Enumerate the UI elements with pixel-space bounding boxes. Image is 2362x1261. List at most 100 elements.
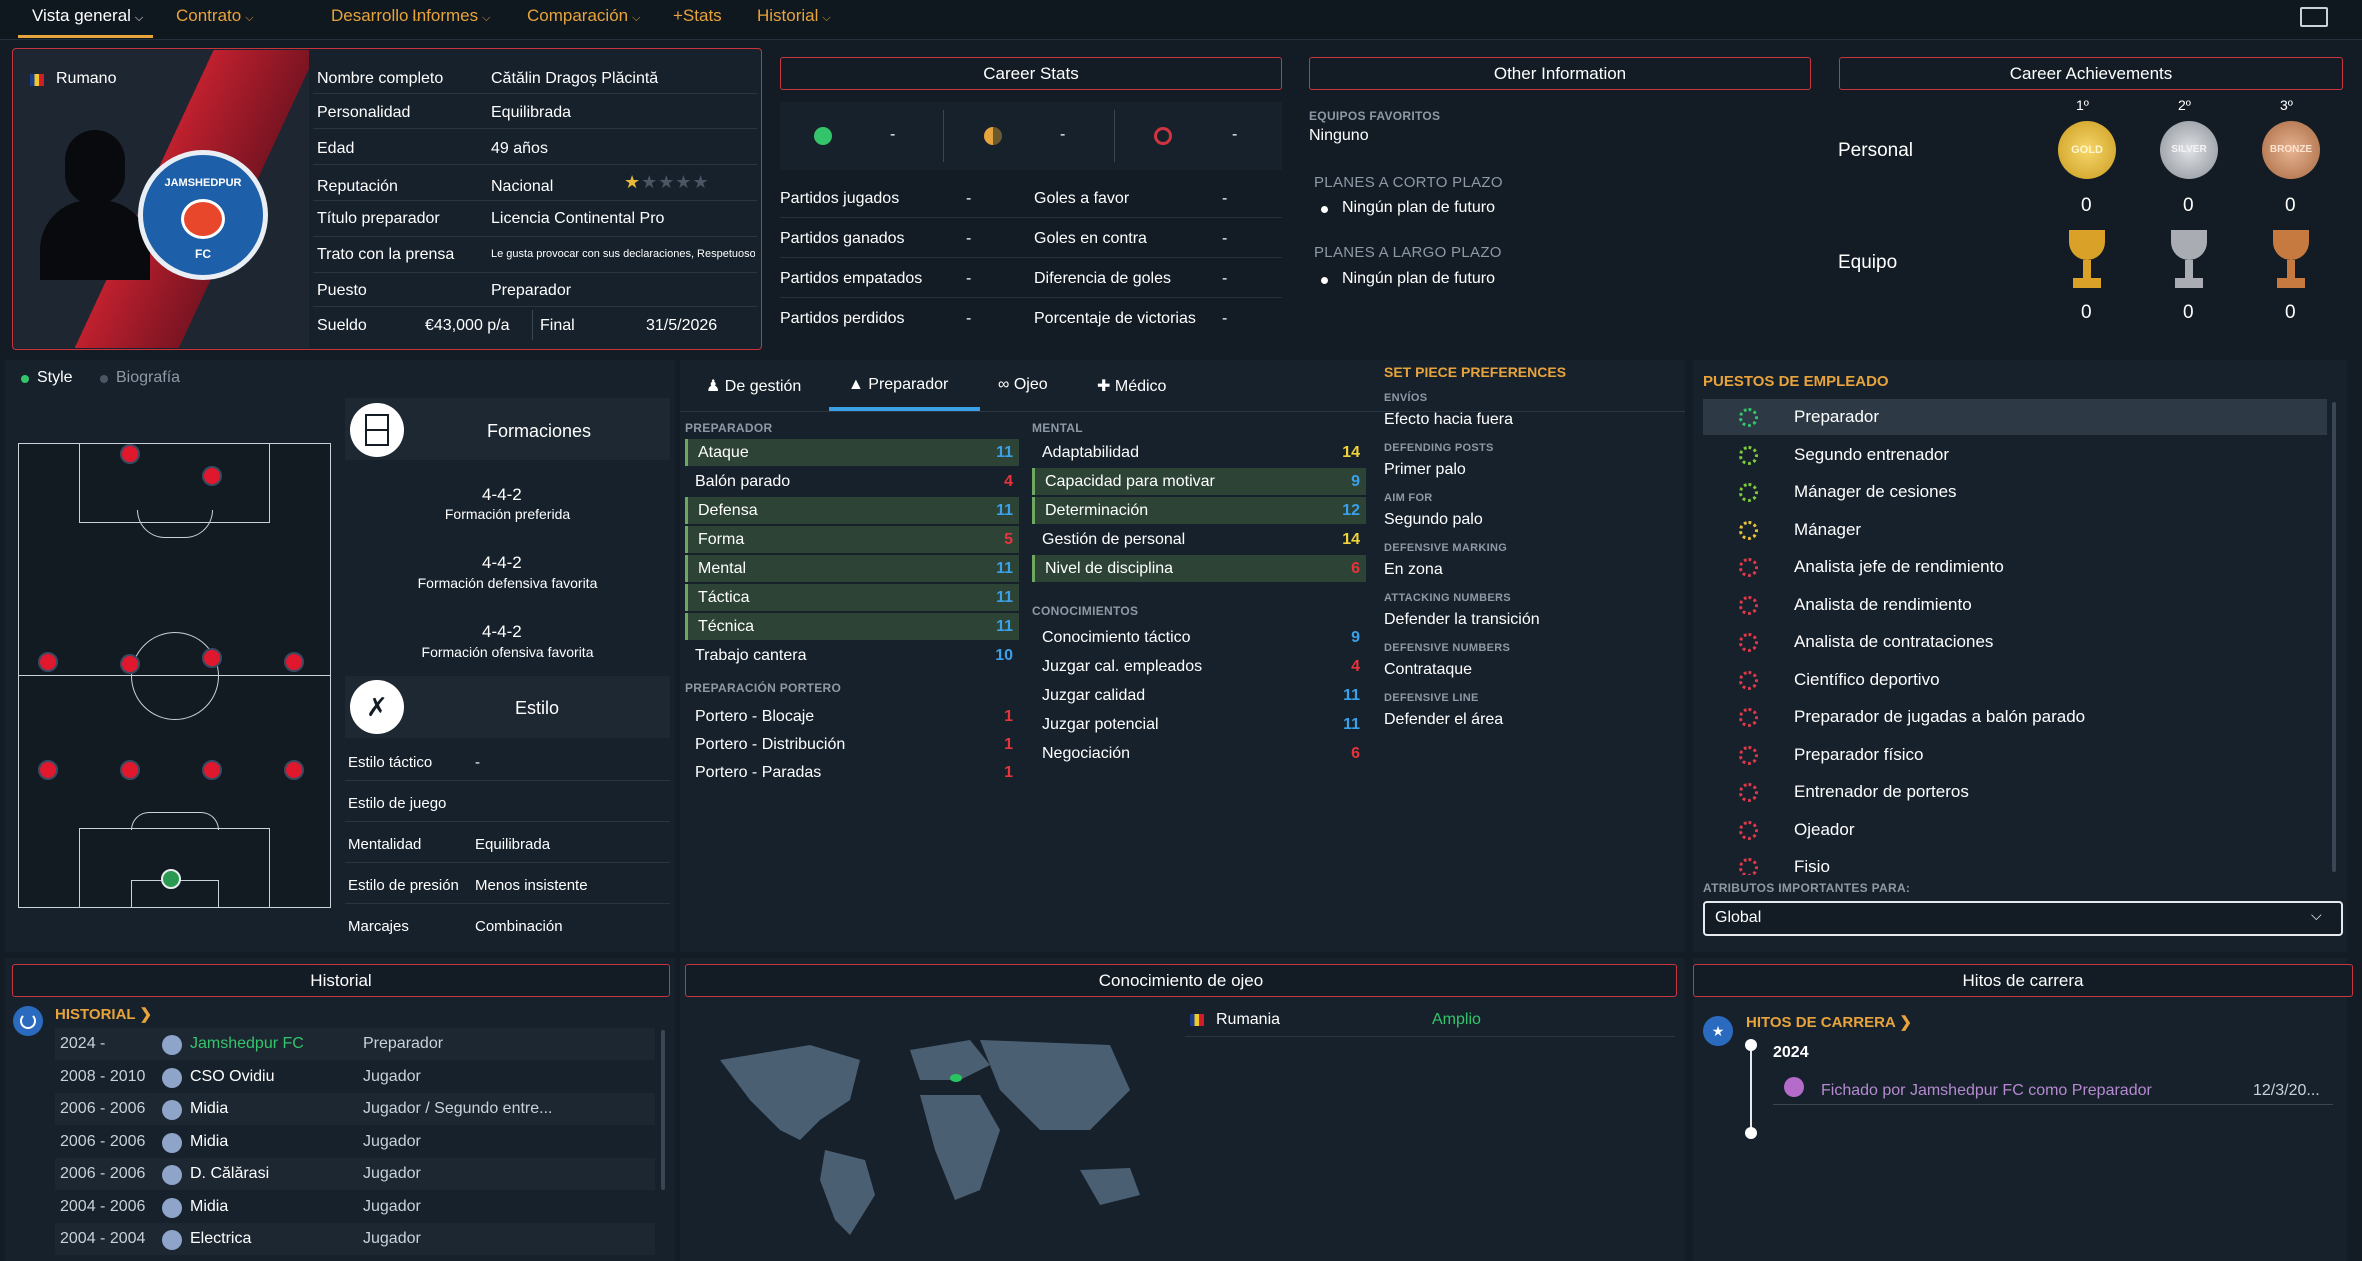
history-row[interactable]: 2024 - Jamshedpur FC Preparador xyxy=(55,1028,655,1060)
important-attributes-select[interactable]: Global ⌵ xyxy=(1703,901,2343,936)
employee-role-item[interactable]: Mánager xyxy=(1703,512,2327,548)
employee-role-item[interactable]: Fisio xyxy=(1703,849,2327,875)
employee-role-item[interactable]: Segundo entrenador xyxy=(1703,437,2327,473)
role-suitability-icon xyxy=(1739,858,1758,875)
attribute-row: Portero - Distribución 1 xyxy=(685,731,1019,758)
tab-biografia[interactable]: Biografía xyxy=(116,369,181,386)
player-position-dot xyxy=(38,652,58,672)
milestones-header: Hitos de carrera xyxy=(1693,964,2353,997)
history-club[interactable]: Midia xyxy=(190,1132,229,1150)
history-club[interactable]: Midia xyxy=(190,1100,229,1117)
player-position-dot xyxy=(284,652,304,672)
win-icon xyxy=(814,127,832,145)
player-position-dot xyxy=(284,760,304,780)
employee-role-item[interactable]: Científico deportivo xyxy=(1703,662,2327,698)
role-suitability-icon xyxy=(1739,820,1758,840)
tab-historial[interactable]: Historial ⌵ xyxy=(757,6,831,25)
defensive-formation: 4-4-2 xyxy=(482,553,522,572)
employee-role-item[interactable]: Analista jefe de rendimiento xyxy=(1703,549,2327,585)
stat-label: Partidos perdidos xyxy=(780,310,905,327)
scouting-country: Rumania xyxy=(1216,1011,1281,1028)
pitch xyxy=(18,443,331,908)
history-role: Preparador xyxy=(363,1035,444,1052)
club-badge-bottom-text: FC xyxy=(195,247,211,261)
role-suitability-icon xyxy=(1739,670,1758,690)
preparador-section-label: PREPARADOR xyxy=(685,421,773,435)
stat-value: - xyxy=(966,270,972,287)
history-row[interactable]: 2006 - 2006 Midia Jugador / Segundo entre.… xyxy=(55,1093,655,1125)
history-club[interactable]: Electrica xyxy=(190,1230,252,1247)
attribute-value: 4 xyxy=(1351,658,1360,675)
employee-role-item[interactable]: Analista de rendimiento xyxy=(1703,587,2327,623)
milestones-link[interactable]: HITOS DE CARRERA ❯ xyxy=(1746,1014,1912,1031)
tab-contrato[interactable]: Contrato ⌵ xyxy=(176,6,254,25)
role-suitability-icon xyxy=(1739,595,1758,615)
scouting-level: Amplio xyxy=(1432,1011,1481,1028)
tab-preparador[interactable]: ▲ Preparador xyxy=(848,376,949,393)
team-silver-count: 0 xyxy=(2183,302,2194,323)
attribute-value: 11 xyxy=(1343,716,1360,733)
history-row[interactable]: 2004 - 2006 Midia Jugador xyxy=(55,1191,655,1223)
attribute-value: 9 xyxy=(1351,473,1360,490)
history-row[interactable]: 2006 - 2006 Midia Jugador xyxy=(55,1126,655,1158)
role-label: Preparador físico xyxy=(1794,744,1924,764)
historial-link[interactable]: HISTORIAL ❯ xyxy=(55,1006,153,1023)
history-row[interactable]: 2008 - 2010 CSO Ovidiu Jugador xyxy=(55,1061,655,1093)
attribute-row: Juzgar potencial 11 xyxy=(1032,711,1366,738)
club-crest-icon xyxy=(162,1132,182,1153)
history-club[interactable]: CSO Ovidiu xyxy=(190,1067,275,1085)
employee-role-item[interactable]: Preparador físico xyxy=(1703,737,2327,773)
estilo-label: Estilo de juego xyxy=(348,795,447,812)
tab-vista-general[interactable]: Vista general ⌵ xyxy=(17,6,154,38)
timeline-dot xyxy=(1745,1127,1757,1139)
attribute-row: Portero - Paradas 1 xyxy=(685,759,1019,786)
set-piece-value: En zona xyxy=(1384,561,1443,578)
tab-ojeo[interactable]: ∞ Ojeo xyxy=(998,376,1048,393)
chevron-down-icon: ⌵ xyxy=(2311,907,2322,923)
tab-style[interactable]: Style xyxy=(37,369,73,386)
tab-de-gestion[interactable]: ♟ De gestión xyxy=(706,378,802,395)
portero-section-label: PREPARACIÓN PORTERO xyxy=(685,681,842,695)
history-years: 2006 - 2006 xyxy=(60,1132,146,1150)
stat-value: - xyxy=(1222,230,1228,247)
history-club[interactable]: D. Călărasi xyxy=(190,1165,270,1182)
role-suitability-icon xyxy=(1739,558,1758,577)
personal-gold-count: 0 xyxy=(2081,195,2092,216)
stat-value: - xyxy=(966,230,972,247)
employee-role-item[interactable]: Entrenador de porteros xyxy=(1703,774,2327,810)
trophy-icon: ★ xyxy=(1703,1016,1733,1046)
tab-desarrollo[interactable]: Desarrollo ⌵ xyxy=(331,6,421,25)
stat-value: - xyxy=(966,310,972,327)
history-club[interactable]: Jamshedpur FC xyxy=(190,1035,304,1052)
dna-icon: ✗ xyxy=(350,680,404,734)
set-piece-label: DEFENSIVE LINE xyxy=(1384,692,1479,704)
role-label: Científico deportivo xyxy=(1794,669,1940,689)
milestone-event[interactable]: Fichado por Jamshedpur FC como Preparado… xyxy=(1821,1082,2152,1099)
rank-1-label: 1º xyxy=(2076,97,2089,113)
history-row[interactable]: 2004 - 2004 Electrica Jugador xyxy=(55,1223,655,1255)
estilo-label: Mentalidad xyxy=(348,836,422,853)
history-years: 2008 - 2010 xyxy=(60,1067,146,1085)
tab-stats[interactable]: +Stats xyxy=(673,6,722,25)
attribute-row: Capacidad para motivar 9 xyxy=(1032,468,1366,495)
roles-scrollbar[interactable] xyxy=(2332,402,2336,872)
pitch-icon xyxy=(350,403,404,457)
employee-role-item[interactable]: Preparador xyxy=(1703,399,2327,435)
tab-medico[interactable]: ✚ Médico xyxy=(1097,378,1167,395)
employee-role-item[interactable]: Mánager de cesiones xyxy=(1703,474,2327,510)
timeline-dot xyxy=(1745,1039,1757,1051)
employee-role-item[interactable]: Preparador de jugadas a balón parado xyxy=(1703,699,2327,735)
attribute-label: Forma xyxy=(698,531,745,548)
tab-comparacion[interactable]: Comparación ⌵ xyxy=(527,6,641,25)
tab-informes[interactable]: Informes ⌵ xyxy=(412,6,491,25)
club-crest-icon xyxy=(162,1230,182,1250)
stat-label: Porcentaje de victorias xyxy=(1034,310,1196,327)
employee-role-item[interactable]: Ojeador xyxy=(1703,812,2327,848)
employee-role-item[interactable]: Analista de contrataciones xyxy=(1703,624,2327,660)
monitor-icon[interactable] xyxy=(2300,7,2328,27)
historial-scrollbar[interactable] xyxy=(661,1030,665,1190)
milestone-date: 12/3/20... xyxy=(2253,1082,2320,1099)
historial-header: Historial xyxy=(12,964,670,997)
history-club[interactable]: Midia xyxy=(190,1197,229,1215)
history-row[interactable]: 2006 - 2006 D. Călărasi Jugador xyxy=(55,1158,655,1190)
